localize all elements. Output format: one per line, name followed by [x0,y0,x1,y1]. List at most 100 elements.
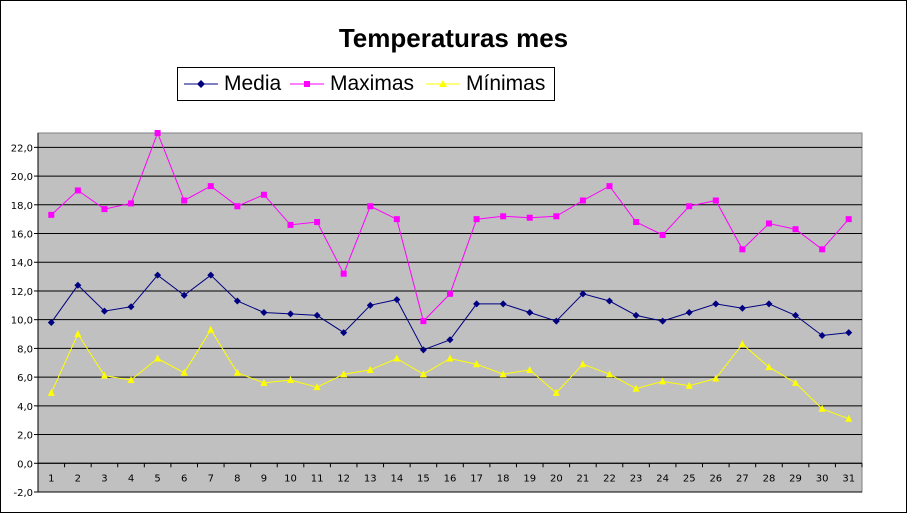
x-tick-label: 14 [390,473,403,484]
data-point-maximas [393,216,400,223]
data-point-maximas [420,318,427,325]
data-point-media [712,300,720,308]
x-tick-label: 9 [261,473,267,484]
data-point-media [605,297,613,305]
legend: Media Maximas Mínimas [177,67,555,101]
data-point-minimas [579,360,587,368]
legend-label-maximas: Maximas [330,72,415,95]
data-point-media [393,296,401,304]
y-tick-label: 2,0 [17,431,33,442]
x-tick-label: 2 [75,473,81,484]
x-tick-label: 15 [417,473,430,484]
y-tick-label: 10,0 [11,316,33,327]
data-point-minimas [154,354,162,362]
data-point-media [552,317,560,325]
x-tick-label: 19 [523,473,536,484]
data-point-minimas [738,340,746,348]
x-tick-label: 30 [816,473,829,484]
y-tick-label: 8,0 [17,344,33,355]
data-point-maximas [765,220,772,227]
data-point-media [260,309,268,316]
data-point-maximas [579,197,586,204]
x-tick-label: 29 [789,473,802,484]
legend-marker-media [184,80,218,88]
legend-entry-media: Media [184,68,281,100]
data-point-minimas [712,374,720,382]
data-point-minimas [685,381,693,389]
data-point-maximas [819,246,826,253]
data-point-maximas [659,231,666,238]
x-tick-label: 20 [550,473,563,484]
x-tick-label: 11 [311,473,324,484]
x-tick-label: 12 [337,473,350,484]
data-point-media [154,271,162,279]
chart-title: Temperaturas mes [338,23,569,53]
data-point-maximas [287,221,294,228]
data-point-minimas [605,370,613,378]
data-point-minimas [180,368,188,376]
data-point-maximas [526,214,533,221]
data-point-maximas [207,183,214,190]
data-point-minimas [845,414,853,422]
data-point-minimas [366,365,374,373]
legend-entry-minimas: Mínimas [426,68,545,100]
x-tick-label: 18 [497,473,510,484]
data-point-minimas [313,383,321,391]
data-point-maximas [154,130,161,136]
data-point-media [499,300,507,308]
data-point-media [765,300,773,308]
data-point-media [446,336,454,344]
data-point-minimas [340,370,348,378]
data-point-maximas [792,226,799,233]
x-tick-label: 24 [656,473,669,484]
x-tick-label: 6 [181,473,187,484]
data-point-minimas [446,354,454,362]
data-point-maximas [48,211,55,218]
data-point-media [233,297,241,305]
legend-label-media: Media [224,72,282,95]
data-point-maximas [447,290,453,297]
data-point-minimas [659,377,667,385]
x-tick-label: 3 [101,473,107,484]
data-point-media [47,319,55,327]
data-point-minimas [393,354,401,362]
data-point-media [738,304,746,312]
data-point-minimas [260,378,268,386]
data-point-media [632,311,640,319]
x-tick-label: 5 [154,473,160,484]
data-point-minimas [47,388,55,396]
plot-background [37,132,863,493]
y-tick-label: 16,0 [11,230,33,241]
data-point-maximas [553,213,560,220]
data-point-maximas [181,197,188,204]
x-tick-label: 4 [128,473,134,484]
y-tick-label: 12,0 [11,287,33,298]
data-point-minimas [473,360,481,368]
data-point-media [100,307,108,315]
data-point-media [419,346,427,354]
x-tick-label: 10 [284,473,297,484]
data-point-media [287,310,295,318]
x-tick-label: 13 [364,473,377,484]
data-point-maximas [367,203,374,210]
x-tick-label: 8 [234,473,240,484]
data-point-maximas [633,219,640,226]
data-point-media [659,317,667,325]
y-tick-label: 6,0 [17,373,33,384]
x-tick-label: 28 [763,473,776,484]
data-point-maximas [473,216,480,223]
data-point-media [579,290,587,298]
x-tick-label: 16 [444,473,457,484]
y-tick-label: 18,0 [11,201,33,212]
data-point-minimas [127,375,135,383]
data-point-maximas [712,197,719,204]
x-tick-label: 7 [208,473,214,484]
data-point-media [792,311,800,319]
data-point-media [340,329,348,337]
data-point-minimas [765,363,773,371]
y-tick-label: -2,0 [13,488,33,499]
data-point-minimas [74,330,82,338]
data-point-media [526,309,534,316]
data-point-minimas [100,371,108,379]
